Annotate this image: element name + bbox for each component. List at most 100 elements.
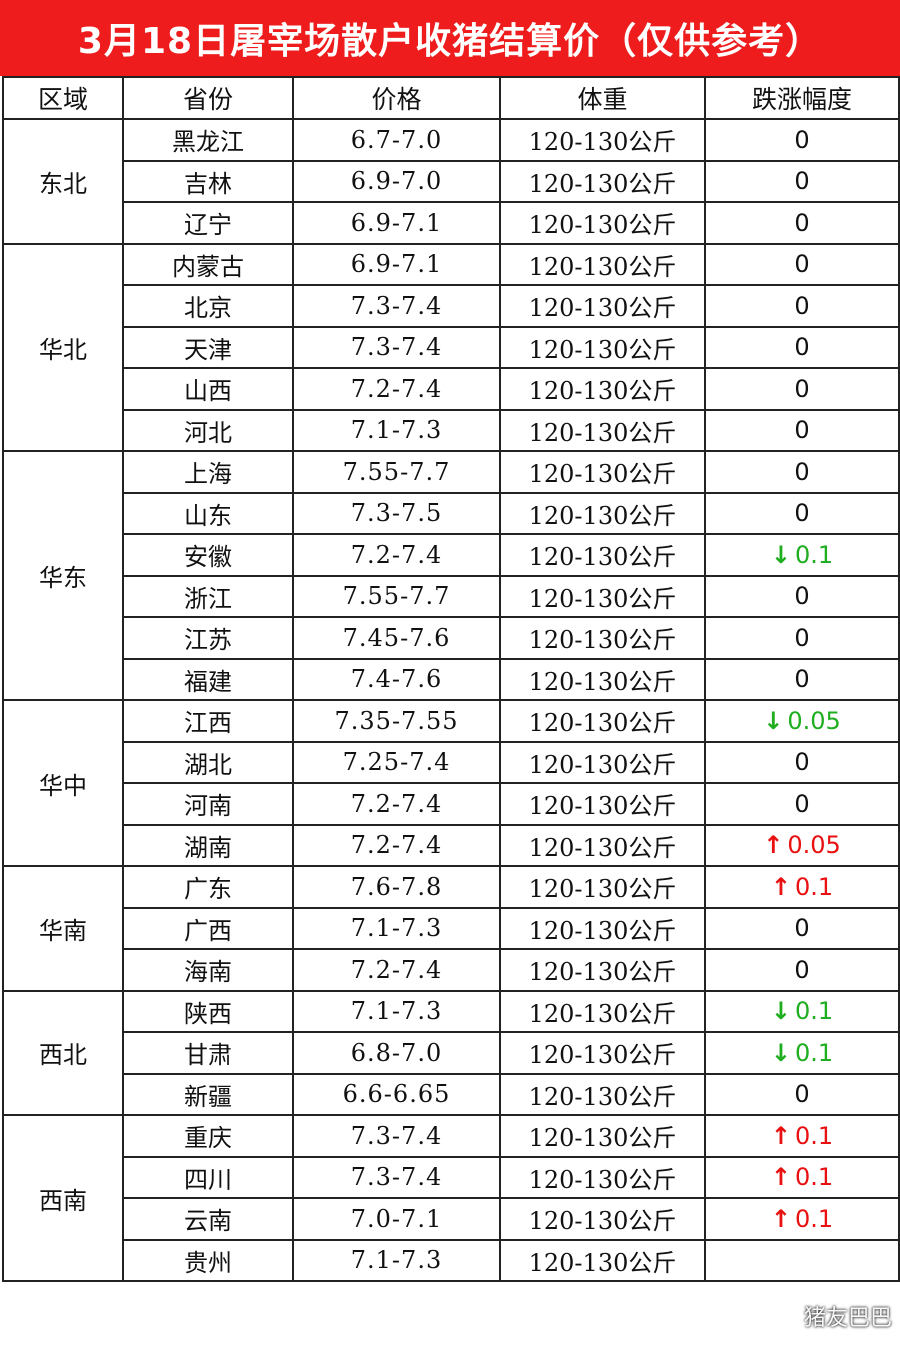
change-cell: 0 (704, 1072, 900, 1116)
weight-cell: 120-130公斤 (499, 823, 706, 867)
weight-cell: 120-130公斤 (499, 865, 706, 909)
table-row: 福建 7.4-7.6 120-130公斤 0 (3, 657, 900, 701)
change-cell: 0 (704, 906, 900, 950)
change-value: 0 (794, 748, 810, 777)
weight-cell: 120-130公斤 (499, 159, 706, 203)
table-header-row: 区域 省份 价格 体重 跌涨幅度 (2, 76, 900, 120)
change-cell: 0 (704, 284, 900, 328)
price-cell: 7.4-7.6 (292, 657, 501, 701)
change-value: 0 (794, 623, 810, 652)
price-cell: 7.3-7.4 (292, 284, 501, 328)
price-cell: 6.9-7.1 (292, 201, 501, 245)
arrow-down-icon: ↓ (763, 706, 784, 735)
price-cell: 7.3-7.4 (292, 325, 501, 369)
table-row: 东北 黑龙江 6.7-7.0 120-130公斤 0 (2, 118, 900, 245)
province-cell: 贵州 (122, 1238, 294, 1282)
province-cell: 北京 (122, 284, 294, 328)
change-value: 0 (794, 416, 810, 445)
change-cell: 0 (704, 367, 900, 411)
weight-cell: 120-130公斤 (499, 616, 706, 660)
arrow-down-icon: ↓ (770, 1038, 791, 1067)
province-cell: 海南 (122, 948, 294, 992)
region-cell: 西南 (2, 1114, 124, 1282)
province-cell: 山东 (122, 491, 294, 535)
change-cell: 0 (704, 574, 900, 618)
province-cell: 湖南 (122, 823, 294, 867)
header-change: 跌涨幅度 (704, 76, 900, 120)
table-body: 东北 黑龙江 6.7-7.0 120-130公斤 0 吉林 6.9-7.0 120-130公斤… (2, 118, 900, 1282)
price-cell: 7.2-7.4 (292, 533, 501, 577)
province-cell: 内蒙古 (122, 242, 294, 286)
change-value: 0 (794, 208, 810, 237)
change-cell: ↑ 0.1 (704, 1197, 900, 1241)
price-cell: 7.45-7.6 (292, 616, 501, 660)
change-cell: ↑ 0.1 (704, 1155, 900, 1199)
region-cell: 华中 (2, 699, 124, 867)
province-cell: 浙江 (122, 574, 294, 618)
weight-cell: 120-130公斤 (499, 782, 706, 826)
weight-cell: 120-130公斤 (499, 906, 706, 950)
price-cell: 7.1-7.3 (292, 989, 501, 1033)
province-cell: 广西 (122, 906, 294, 950)
change-cell: ↓ 0.1 (704, 989, 900, 1033)
region-cell: 东北 (2, 118, 124, 245)
change-cell: 0 (704, 450, 900, 494)
price-cell: 7.35-7.55 (292, 699, 501, 743)
table-row: 北京 7.3-7.4 120-130公斤 0 (3, 284, 900, 328)
province-cell: 江西 (122, 699, 294, 743)
change-value: 0.1 (794, 1163, 834, 1192)
change-cell: ↑ 0.05 (704, 823, 900, 867)
weight-cell: 120-130公斤 (499, 284, 706, 328)
header-province: 省份 (122, 76, 294, 120)
price-cell: 6.6-6.65 (292, 1072, 501, 1116)
change-cell: 0 (704, 118, 900, 162)
province-cell: 辽宁 (122, 201, 294, 245)
change-cell: ↓ 0.05 (704, 699, 900, 743)
change-cell (704, 1238, 900, 1282)
province-cell: 山西 (122, 367, 294, 411)
table-row: 河北 7.1-7.3 120-130公斤 0 (3, 408, 900, 452)
weight-cell: 120-130公斤 (499, 118, 706, 162)
price-cell: 7.2-7.4 (292, 782, 501, 826)
price-cell: 7.6-7.8 (292, 865, 501, 909)
change-value: 0.05 (787, 831, 841, 860)
price-cell: 7.2-7.4 (292, 948, 501, 992)
province-cell: 陕西 (122, 989, 294, 1033)
table-row: 山东 7.3-7.5 120-130公斤 0 (3, 491, 900, 535)
change-value: 0.1 (794, 1038, 834, 1067)
arrow-up-icon: ↑ (770, 1121, 791, 1150)
change-cell: 0 (704, 408, 900, 452)
price-cell: 7.25-7.4 (292, 740, 501, 784)
change-value: 0.1 (794, 997, 834, 1026)
table-row: 四川 7.3-7.4 120-130公斤 ↑ 0.1 (3, 1155, 900, 1199)
province-cell: 云南 (122, 1197, 294, 1241)
arrow-up-icon: ↑ (770, 1204, 791, 1233)
change-cell: ↑ 0.1 (704, 865, 900, 909)
table-row: 西南 重庆 7.3-7.4 120-130公斤 ↑ 0.1 (2, 1114, 900, 1282)
price-cell: 7.3-7.5 (292, 491, 501, 535)
change-cell: 0 (704, 782, 900, 826)
table-row: 湖南 7.2-7.4 120-130公斤 ↑ 0.05 (3, 823, 900, 867)
province-cell: 四川 (122, 1155, 294, 1199)
change-value: 0 (794, 582, 810, 611)
table-row: 广西 7.1-7.3 120-130公斤 0 (3, 906, 900, 950)
weight-cell: 120-130公斤 (499, 242, 706, 286)
price-cell: 6.9-7.0 (292, 159, 501, 203)
table-row: 吉林 6.9-7.0 120-130公斤 0 (3, 159, 900, 203)
table-row: 安徽 7.2-7.4 120-130公斤 ↓ 0.1 (3, 533, 900, 577)
arrow-down-icon: ↓ (770, 540, 791, 569)
table-row: 新疆 6.6-6.65 120-130公斤 0 (3, 1072, 900, 1116)
change-value: 0.05 (787, 706, 841, 735)
weight-cell: 120-130公斤 (499, 1197, 706, 1241)
province-cell: 新疆 (122, 1072, 294, 1116)
change-value: 0 (794, 167, 810, 196)
weight-cell: 120-130公斤 (499, 533, 706, 577)
change-value: 0 (794, 250, 810, 279)
change-value: 0 (794, 665, 810, 694)
change-value: 0 (794, 955, 810, 984)
change-value: 0 (794, 333, 810, 362)
province-cell: 安徽 (122, 533, 294, 577)
province-cell: 福建 (122, 657, 294, 701)
province-cell: 江苏 (122, 616, 294, 660)
change-value: 0 (794, 291, 810, 320)
